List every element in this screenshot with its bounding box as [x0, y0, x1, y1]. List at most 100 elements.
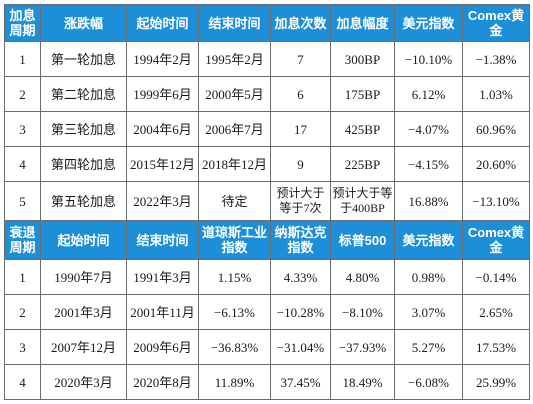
table-cell: 2020年8月	[126, 364, 199, 400]
table-cell: −0.14%	[462, 259, 530, 295]
table-cell: 16.88%	[394, 181, 463, 221]
header-cell: 美元指数	[394, 220, 463, 260]
table-cell: 1.03%	[462, 76, 530, 112]
table-row: 1 第一轮加息 1994年2月 1995年2月 7 300BP −10.10% …	[4, 41, 530, 77]
table-cell: 18.49%	[330, 364, 395, 400]
table-cell: 1994年2月	[126, 41, 199, 77]
table-cell: −4.07%	[394, 111, 463, 147]
table-cell: −1.38%	[462, 41, 530, 77]
table-cell: 37.45%	[270, 364, 331, 400]
table-cell: 预计大于等于400BP	[330, 181, 395, 221]
table-cell: 2020年3月	[40, 364, 127, 400]
table-cell: 2	[4, 76, 41, 112]
table-cell: 0.98%	[394, 259, 463, 295]
header-cell: Comex黄金	[462, 4, 530, 42]
table-cell: 17.53%	[462, 329, 530, 365]
table-cell: 第五轮加息	[40, 181, 127, 221]
header-cell: 起始时间	[40, 220, 127, 260]
header-cell: 结束时间	[198, 4, 271, 42]
table-row: 2 第二轮加息 1999年6月 2000年5月 6 175BP 6.12% 1.…	[4, 76, 530, 112]
table-row: 4 2020年3月 2020年8月 11.89% 37.45% 18.49% −…	[4, 364, 530, 400]
table-cell: −6.08%	[394, 364, 463, 400]
table-row: 4 第四轮加息 2015年12月 2018年12月 9 225BP −4.15%…	[4, 146, 530, 182]
table-cell: 待定	[198, 181, 271, 221]
table-cell: 2001年11月	[126, 294, 199, 330]
table-cell: 225BP	[330, 146, 395, 182]
header-cell: 加息周期	[4, 4, 41, 42]
header-cell: 纳斯达克指数	[270, 220, 331, 260]
recession-header-row: 衰退周期 起始时间 结束时间 道琼斯工业指数 纳斯达克指数 标普500 美元指数…	[4, 220, 530, 260]
header-cell: 衰退周期	[4, 220, 41, 260]
table-cell: −37.93%	[330, 329, 395, 365]
table-cell: 第二轮加息	[40, 76, 127, 112]
table-row: 5 第五轮加息 2022年3月 待定 预计大于等于7次 预计大于等于400BP …	[4, 181, 530, 221]
table-cell: 2006年7月	[198, 111, 271, 147]
header-cell: 涨跌幅	[40, 4, 127, 42]
table-cell: 第一轮加息	[40, 41, 127, 77]
table-cell: −4.15%	[394, 146, 463, 182]
hike-header-row: 加息周期 涨跌幅 起始时间 结束时间 加息次数 加息幅度 美元指数 Comex黄…	[4, 4, 530, 42]
table-cell: 1995年2月	[198, 41, 271, 77]
header-cell: 美元指数	[394, 4, 463, 42]
table-cell: −6.13%	[198, 294, 271, 330]
header-cell: 标普500	[330, 220, 395, 260]
table-cell: 4.33%	[270, 259, 331, 295]
table-cell: 5	[4, 181, 41, 221]
table-cell: 4.80%	[330, 259, 395, 295]
table-cell: 1990年7月	[40, 259, 127, 295]
table-cell: 5.27%	[394, 329, 463, 365]
table-row: 3 2007年12月 2009年6月 −36.83% −31.04% −37.9…	[4, 329, 530, 365]
table-cell: 4	[4, 364, 41, 400]
table-cell: 2018年12月	[198, 146, 271, 182]
table-cell: −13.10%	[462, 181, 530, 221]
table-cell: 2004年6月	[126, 111, 199, 147]
table-cell: −31.04%	[270, 329, 331, 365]
table-cell: 17	[270, 111, 331, 147]
table-cell: 7	[270, 41, 331, 77]
table-cell: 1	[4, 259, 41, 295]
table-cell: 预计大于等于7次	[270, 181, 331, 221]
header-cell: 起始时间	[126, 4, 199, 42]
table-cell: 3	[4, 329, 41, 365]
table-cell: 1991年3月	[126, 259, 199, 295]
table-cell: 2015年12月	[126, 146, 199, 182]
table-cell: 11.89%	[198, 364, 271, 400]
table-cell: 2000年5月	[198, 76, 271, 112]
data-table: 加息周期 涨跌幅 起始时间 结束时间 加息次数 加息幅度 美元指数 Comex黄…	[4, 4, 530, 400]
table-cell: −10.28%	[270, 294, 331, 330]
table-cell: 3.07%	[394, 294, 463, 330]
table-cell: 175BP	[330, 76, 395, 112]
table-row: 3 第三轮加息 2004年6月 2006年7月 17 425BP −4.07% …	[4, 111, 530, 147]
table-cell: 300BP	[330, 41, 395, 77]
header-cell: 道琼斯工业指数	[198, 220, 271, 260]
table-cell: −10.10%	[394, 41, 463, 77]
header-cell: 加息次数	[270, 4, 331, 42]
table-cell: 1	[4, 41, 41, 77]
table-cell: 3	[4, 111, 41, 147]
table-cell: 60.96%	[462, 111, 530, 147]
table-row: 1 1990年7月 1991年3月 1.15% 4.33% 4.80% 0.98…	[4, 259, 530, 295]
table-cell: 25.99%	[462, 364, 530, 400]
table-row: 2 2001年3月 2001年11月 −6.13% −10.28% −8.10%…	[4, 294, 530, 330]
table-cell: 2	[4, 294, 41, 330]
table-cell: 2007年12月	[40, 329, 127, 365]
table-cell: 2009年6月	[126, 329, 199, 365]
table-cell: 6.12%	[394, 76, 463, 112]
table-cell: −36.83%	[198, 329, 271, 365]
table-cell: 第三轮加息	[40, 111, 127, 147]
header-cell: 加息幅度	[330, 4, 395, 42]
table-cell: 2.65%	[462, 294, 530, 330]
table-cell: 6	[270, 76, 331, 112]
table-cell: −8.10%	[330, 294, 395, 330]
table-cell: 2001年3月	[40, 294, 127, 330]
table-cell: 2022年3月	[126, 181, 199, 221]
header-cell: Comex黄金	[462, 220, 530, 260]
table-cell: 1999年6月	[126, 76, 199, 112]
header-cell: 结束时间	[126, 220, 199, 260]
table-cell: 425BP	[330, 111, 395, 147]
table-cell: 20.60%	[462, 146, 530, 182]
table-cell: 4	[4, 146, 41, 182]
table-cell: 第四轮加息	[40, 146, 127, 182]
table-cell: 9	[270, 146, 331, 182]
table-cell: 1.15%	[198, 259, 271, 295]
